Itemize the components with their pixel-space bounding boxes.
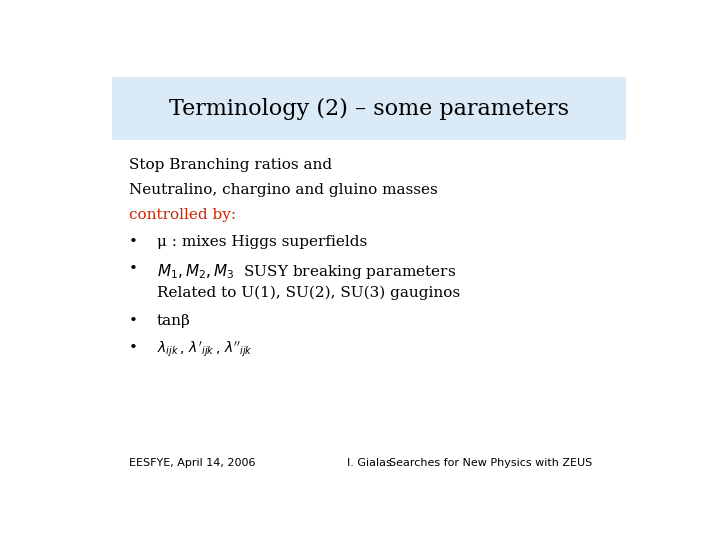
Text: •: •	[129, 341, 138, 355]
Text: •: •	[129, 262, 138, 276]
Text: μ : mixes Higgs superfields: μ : mixes Higgs superfields	[157, 235, 367, 249]
Text: EESFYE, April 14, 2006: EESFYE, April 14, 2006	[129, 458, 256, 468]
Text: Terminology (2) – some parameters: Terminology (2) – some parameters	[169, 97, 569, 119]
FancyBboxPatch shape	[112, 77, 626, 140]
Text: •: •	[129, 235, 138, 249]
Text: $\lambda_{ijk}\,,\,\lambda'_{ijk}\,,\,\lambda''_{ijk}$: $\lambda_{ijk}\,,\,\lambda'_{ijk}\,,\,\l…	[157, 339, 253, 359]
Text: $M_1,M_2,M_3$  SUSY breaking parameters: $M_1,M_2,M_3$ SUSY breaking parameters	[157, 262, 456, 281]
Text: Stop Branching ratios and: Stop Branching ratios and	[129, 158, 332, 172]
Text: •: •	[129, 314, 138, 328]
Text: tanβ: tanβ	[157, 314, 191, 328]
Text: Related to U(1), SU(2), SU(3) gauginos: Related to U(1), SU(2), SU(3) gauginos	[157, 286, 460, 300]
Text: Searches for New Physics with ZEUS: Searches for New Physics with ZEUS	[389, 458, 592, 468]
Text: controlled by:: controlled by:	[129, 208, 236, 222]
Text: I. Gialas: I. Gialas	[347, 458, 392, 468]
Text: Neutralino, chargino and gluino masses: Neutralino, chargino and gluino masses	[129, 183, 438, 197]
